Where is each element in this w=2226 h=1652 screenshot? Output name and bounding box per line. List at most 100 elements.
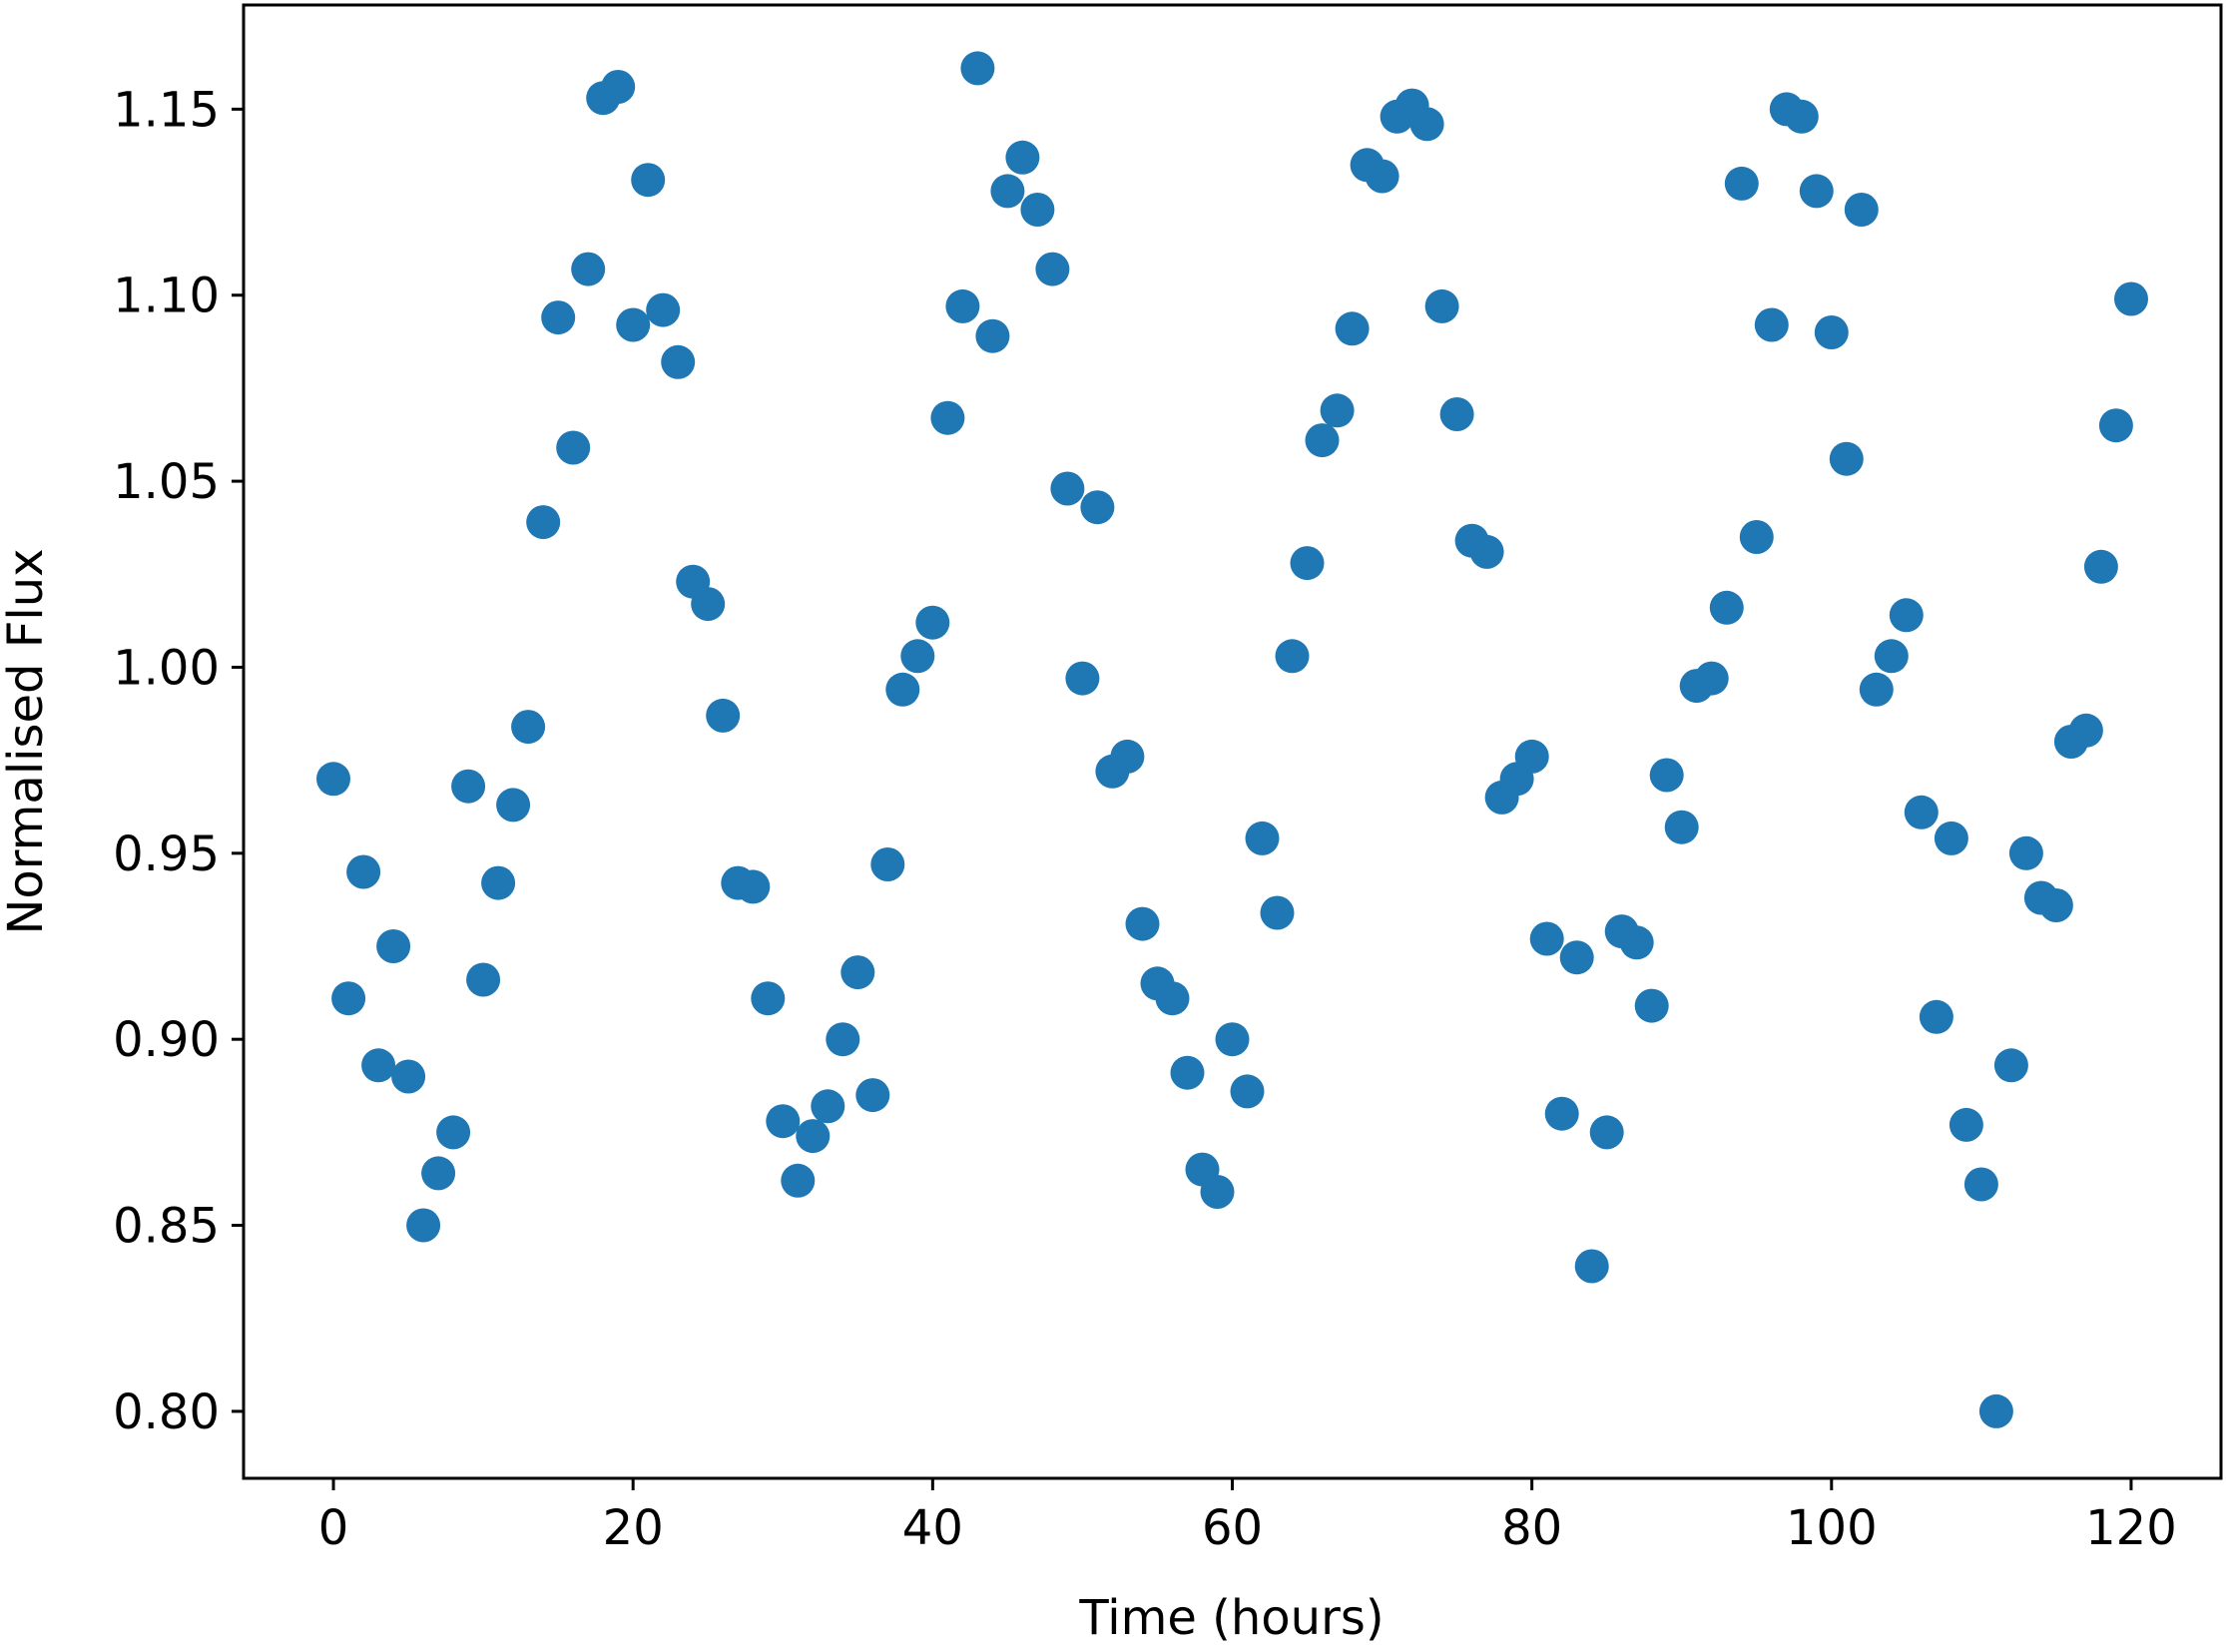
x-tick-label: 60 bbox=[1202, 1500, 1263, 1556]
data-point bbox=[900, 639, 935, 674]
data-point bbox=[1694, 661, 1729, 696]
data-point bbox=[811, 1089, 845, 1124]
data-point bbox=[661, 344, 696, 379]
data-point bbox=[1514, 739, 1549, 774]
data-point bbox=[1739, 520, 1774, 554]
y-tick-label: 1.15 bbox=[113, 82, 220, 138]
data-point bbox=[706, 698, 741, 733]
data-point bbox=[1934, 821, 1968, 855]
data-point bbox=[1844, 193, 1879, 227]
data-point bbox=[975, 318, 1010, 353]
y-tick-label: 1.05 bbox=[113, 454, 220, 510]
data-point bbox=[1948, 1107, 1983, 1142]
data-point bbox=[451, 769, 486, 804]
data-point bbox=[1829, 441, 1864, 476]
data-point bbox=[1784, 99, 1819, 134]
x-tick-label: 0 bbox=[318, 1500, 349, 1556]
data-point bbox=[1589, 1115, 1624, 1150]
data-point bbox=[1529, 921, 1564, 956]
data-point bbox=[1993, 1048, 2028, 1083]
data-point bbox=[1634, 988, 1669, 1023]
data-point bbox=[1305, 423, 1340, 458]
data-point bbox=[1978, 1393, 2013, 1428]
y-tick-label: 0.85 bbox=[113, 1199, 220, 1255]
x-tick-label: 120 bbox=[2085, 1500, 2177, 1556]
x-axis: 0 20 40 60 80 100 120 bbox=[318, 1478, 2177, 1556]
data-point bbox=[1110, 739, 1145, 774]
data-point bbox=[601, 70, 636, 104]
data-point bbox=[1559, 940, 1594, 975]
y-tick-label: 1.00 bbox=[113, 640, 220, 696]
x-tick-label: 20 bbox=[603, 1500, 664, 1556]
data-point bbox=[1754, 307, 1789, 342]
data-point bbox=[2114, 281, 2148, 316]
data-point bbox=[316, 762, 350, 797]
data-point bbox=[885, 672, 920, 707]
data-point bbox=[1080, 490, 1115, 525]
data-point bbox=[1260, 895, 1295, 930]
data-point bbox=[526, 505, 561, 540]
data-point bbox=[1904, 795, 1939, 829]
data-point bbox=[391, 1059, 426, 1094]
data-point bbox=[766, 1104, 801, 1139]
data-point bbox=[1200, 1175, 1235, 1209]
data-point bbox=[1664, 810, 1699, 844]
y-tick-label: 0.90 bbox=[113, 1012, 220, 1068]
data-point bbox=[1469, 534, 1504, 569]
data-point bbox=[1005, 140, 1040, 175]
data-point bbox=[960, 51, 995, 86]
data-point bbox=[1409, 107, 1444, 142]
data-point bbox=[436, 1115, 471, 1150]
data-point bbox=[1814, 315, 1849, 349]
data-point bbox=[751, 981, 786, 1016]
data-point bbox=[1963, 1167, 1998, 1202]
y-tick-label: 0.95 bbox=[113, 826, 220, 882]
data-point bbox=[496, 788, 531, 823]
data-point bbox=[1919, 999, 1953, 1034]
data-point bbox=[781, 1163, 816, 1198]
data-point bbox=[1799, 174, 1834, 209]
x-tick-label: 80 bbox=[1501, 1500, 1562, 1556]
data-point bbox=[421, 1156, 456, 1191]
data-point bbox=[571, 252, 606, 286]
data-points bbox=[316, 51, 2148, 1428]
data-point bbox=[1050, 471, 1085, 506]
data-point bbox=[361, 1048, 396, 1083]
data-point bbox=[1544, 1096, 1579, 1131]
x-tick-label: 40 bbox=[902, 1500, 963, 1556]
data-point bbox=[1649, 758, 1684, 793]
data-point bbox=[840, 955, 875, 990]
data-point bbox=[631, 163, 666, 198]
data-point bbox=[406, 1208, 441, 1243]
data-point bbox=[1125, 906, 1160, 941]
data-point bbox=[1215, 1022, 1250, 1057]
data-point bbox=[541, 300, 576, 335]
y-axis-label: Normalised Flux bbox=[0, 548, 54, 934]
data-point bbox=[1230, 1074, 1265, 1109]
data-point bbox=[1275, 639, 1310, 674]
data-point bbox=[376, 929, 411, 963]
y-axis: 0.80 0.85 0.90 0.95 1.00 1.05 1.10 1.15 bbox=[113, 82, 244, 1440]
data-point bbox=[1320, 393, 1355, 428]
data-point bbox=[736, 869, 771, 904]
x-axis-label: Time (hours) bbox=[1078, 1590, 1384, 1646]
data-point bbox=[511, 710, 546, 745]
data-point bbox=[481, 865, 516, 900]
y-tick-label: 1.10 bbox=[113, 269, 220, 324]
data-point bbox=[2083, 549, 2118, 584]
data-point bbox=[1035, 252, 1070, 286]
data-point bbox=[331, 981, 366, 1016]
data-point bbox=[1889, 598, 1924, 633]
data-point bbox=[1245, 821, 1280, 855]
x-tick-label: 100 bbox=[1786, 1500, 1878, 1556]
data-point bbox=[1709, 590, 1744, 625]
data-point bbox=[466, 962, 501, 997]
data-point bbox=[1859, 672, 1894, 707]
data-point bbox=[2038, 888, 2073, 922]
data-point bbox=[646, 292, 681, 327]
y-tick-label: 0.80 bbox=[113, 1384, 220, 1440]
data-point bbox=[2098, 408, 2133, 443]
data-point bbox=[796, 1119, 831, 1154]
